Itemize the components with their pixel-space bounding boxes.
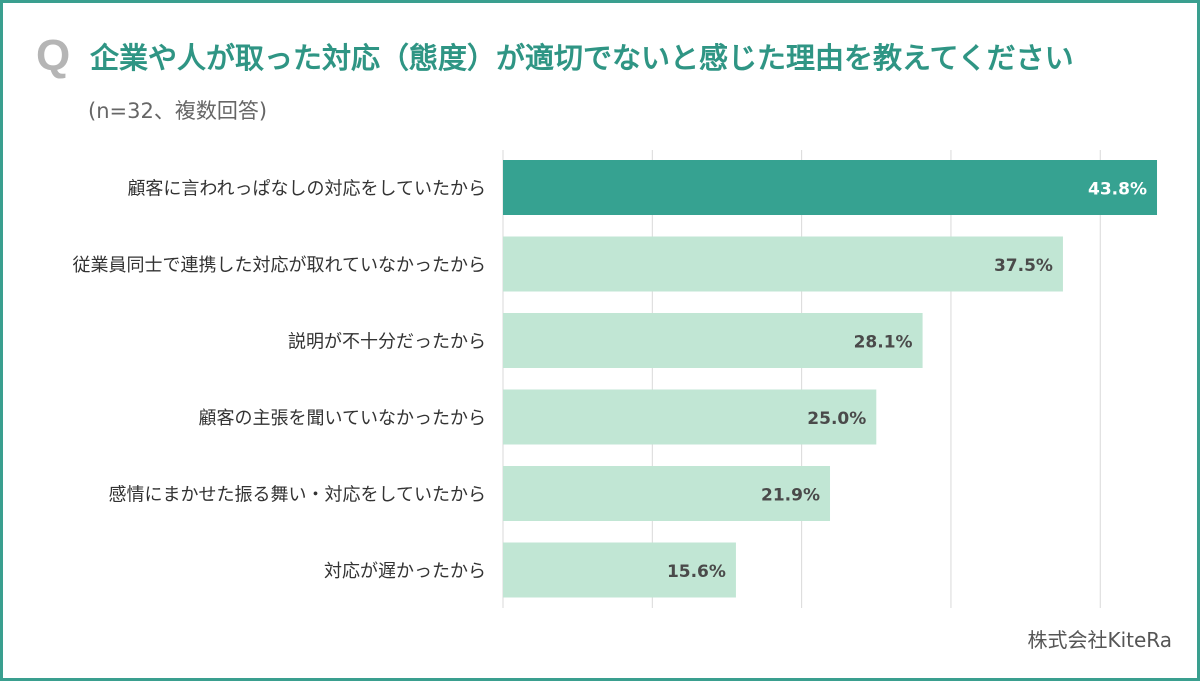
category-label: 顧客の主張を聞いていなかったから	[199, 408, 486, 429]
bar	[503, 466, 831, 521]
bar	[503, 313, 923, 368]
bar	[503, 236, 1063, 292]
bar	[503, 389, 877, 445]
category-label: 説明が不十分だったから	[288, 332, 486, 353]
bar-value-label: 37.5%	[994, 256, 1053, 276]
bar-value-label: 43.8%	[1088, 180, 1147, 200]
chart-subtitle: (n=32、複数回答)	[88, 99, 268, 123]
question-mark-icon: Q	[36, 31, 71, 80]
bar-value-label: 15.6%	[667, 562, 726, 582]
chart-title: 企業や人が取った対応（態度）が適切でないと感じた理由を教えてください	[90, 41, 1074, 75]
bar-value-label: 25.0%	[807, 409, 866, 429]
bar	[503, 542, 736, 598]
bar-value-label: 28.1%	[854, 333, 913, 353]
category-label: 顧客に言われっぱなしの対応をしていたから	[127, 179, 486, 200]
bar	[503, 160, 1158, 215]
category-label: 従業員同士で連携した対応が取れていなかったから	[73, 255, 486, 276]
category-label: 対応が遅かったから	[324, 561, 486, 582]
category-label: 感情にまかせた振る舞い・対応をしていたから	[109, 485, 486, 506]
bar-value-label: 21.9%	[761, 486, 820, 506]
source-credit: 株式会社KiteRa	[1027, 628, 1172, 652]
